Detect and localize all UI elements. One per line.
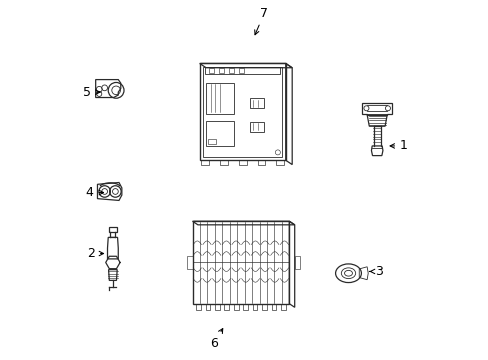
Bar	[252, 304, 257, 310]
Text: 5: 5	[82, 86, 100, 99]
Bar	[205, 304, 210, 310]
Bar	[238, 68, 244, 73]
Text: 2: 2	[87, 247, 103, 260]
Bar	[281, 304, 285, 310]
Bar	[228, 68, 234, 73]
Bar	[257, 160, 265, 165]
Bar	[201, 160, 208, 165]
Bar	[215, 304, 219, 310]
Text: 1: 1	[389, 139, 407, 152]
Bar	[196, 304, 201, 310]
Bar	[218, 68, 224, 73]
Text: 3: 3	[369, 265, 382, 278]
Bar	[238, 160, 246, 165]
Bar	[243, 304, 247, 310]
Bar	[224, 304, 229, 310]
Bar	[233, 304, 238, 310]
Text: 4: 4	[85, 186, 103, 199]
Bar	[208, 68, 214, 73]
Bar	[220, 160, 227, 165]
Bar	[262, 304, 266, 310]
Bar	[187, 256, 192, 269]
Bar	[271, 304, 276, 310]
Bar	[294, 256, 299, 269]
Text: 6: 6	[210, 329, 223, 350]
Bar	[276, 160, 284, 165]
Text: 7: 7	[254, 7, 268, 35]
